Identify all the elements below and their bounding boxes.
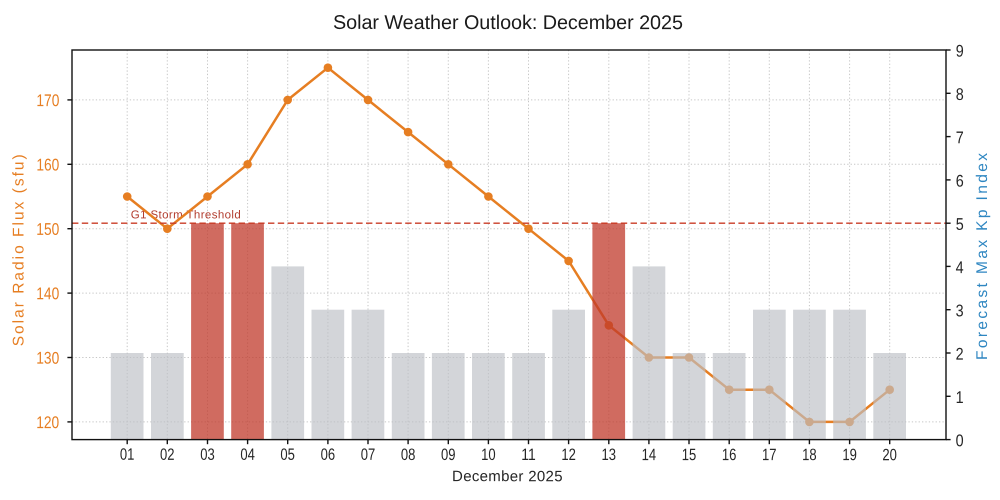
svg-text:16: 16 (722, 446, 737, 464)
svg-text:2: 2 (956, 345, 964, 364)
svg-text:13: 13 (602, 446, 617, 464)
svg-text:20: 20 (882, 446, 897, 464)
svg-text:15: 15 (682, 446, 697, 464)
svg-text:December 2025: December 2025 (452, 468, 563, 485)
svg-text:170: 170 (36, 91, 59, 110)
svg-text:150: 150 (36, 220, 59, 239)
svg-text:Forecast Max Kp Index: Forecast Max Kp Index (974, 153, 991, 360)
svg-text:3: 3 (956, 301, 964, 320)
svg-text:6: 6 (956, 172, 964, 191)
svg-text:17: 17 (762, 446, 777, 464)
svg-text:120: 120 (36, 413, 59, 432)
svg-text:19: 19 (842, 446, 857, 464)
svg-text:8: 8 (956, 85, 964, 104)
svg-text:5: 5 (956, 215, 964, 234)
svg-text:160: 160 (36, 155, 59, 174)
svg-text:12: 12 (561, 446, 576, 464)
svg-text:4: 4 (956, 258, 964, 277)
svg-text:140: 140 (36, 284, 59, 303)
svg-text:18: 18 (802, 446, 817, 464)
svg-text:14: 14 (642, 446, 657, 464)
svg-text:Solar Weather Outlook: Decembe: Solar Weather Outlook: December 2025 (333, 12, 683, 34)
svg-text:07: 07 (361, 446, 376, 464)
svg-text:05: 05 (280, 446, 295, 464)
svg-text:04: 04 (240, 446, 255, 464)
svg-text:06: 06 (321, 446, 336, 464)
svg-text:10: 10 (481, 446, 496, 464)
svg-text:02: 02 (160, 446, 175, 464)
svg-text:9: 9 (956, 42, 964, 61)
svg-text:01: 01 (120, 446, 135, 464)
svg-text:03: 03 (200, 446, 215, 464)
svg-text:130: 130 (36, 349, 59, 368)
svg-text:Solar Radio Flux (sfu): Solar Radio Flux (sfu) (11, 154, 28, 346)
svg-text:08: 08 (401, 446, 416, 464)
svg-text:0: 0 (956, 431, 964, 450)
svg-text:11: 11 (521, 446, 536, 464)
svg-text:7: 7 (956, 128, 964, 147)
svg-text:1: 1 (956, 388, 964, 407)
svg-text:09: 09 (441, 446, 456, 464)
